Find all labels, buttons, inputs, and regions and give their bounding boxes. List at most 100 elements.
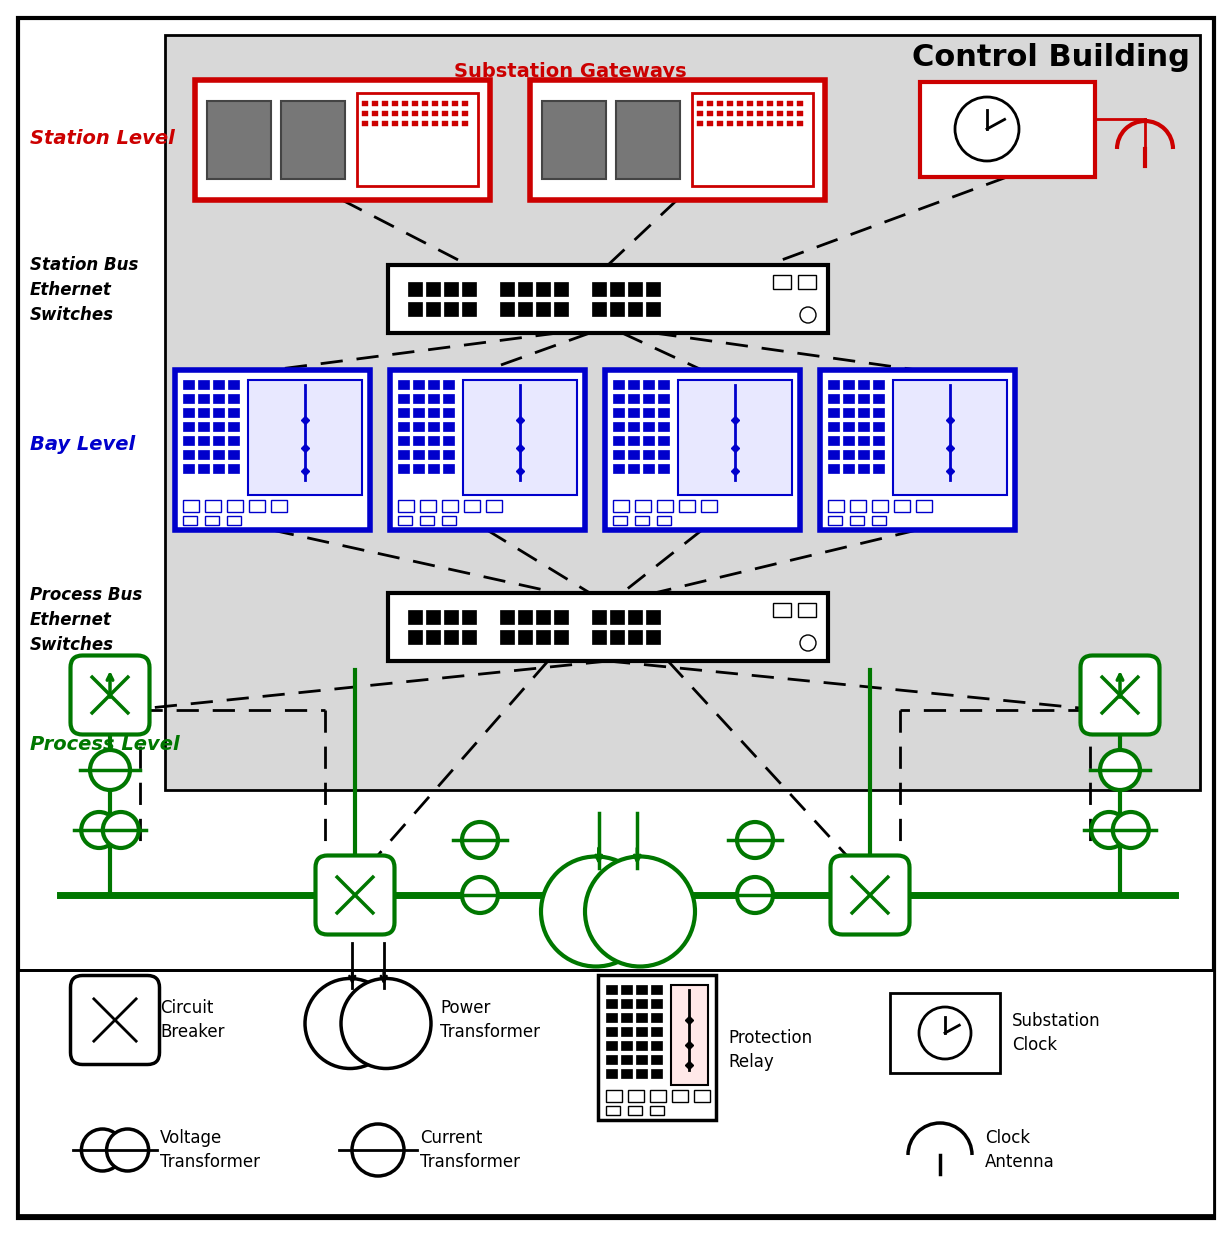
Bar — [873, 408, 885, 417]
Bar — [756, 101, 763, 106]
Bar — [554, 302, 568, 316]
Bar — [657, 515, 671, 525]
Circle shape — [1092, 812, 1127, 848]
Bar — [444, 464, 455, 473]
Bar — [828, 379, 839, 389]
Bar — [857, 436, 869, 445]
Bar — [213, 436, 224, 445]
Bar — [890, 993, 1000, 1073]
Bar — [857, 450, 869, 459]
Bar — [707, 121, 713, 126]
Bar — [402, 121, 408, 126]
Bar — [628, 408, 639, 417]
Bar — [857, 408, 869, 417]
Bar — [658, 394, 669, 403]
Bar — [517, 282, 532, 295]
Bar — [442, 111, 448, 116]
Circle shape — [102, 812, 139, 848]
Bar — [643, 421, 654, 431]
Circle shape — [352, 1124, 404, 1175]
Bar — [787, 101, 793, 106]
Bar — [205, 515, 219, 525]
Bar — [428, 436, 439, 445]
Bar — [388, 265, 828, 332]
Bar — [228, 379, 239, 389]
Bar — [392, 111, 398, 116]
Text: Voltage
Transformer: Voltage Transformer — [160, 1130, 260, 1170]
Bar — [408, 611, 423, 624]
Bar — [442, 101, 448, 106]
FancyBboxPatch shape — [70, 975, 159, 1064]
Bar — [388, 593, 828, 661]
Bar — [756, 121, 763, 126]
Bar — [428, 394, 439, 403]
Bar — [598, 975, 716, 1120]
Bar — [606, 1056, 617, 1064]
Bar — [426, 611, 440, 624]
Circle shape — [737, 822, 772, 858]
Bar — [198, 421, 209, 431]
Bar — [636, 1014, 647, 1022]
Bar — [593, 611, 606, 624]
Bar — [894, 501, 910, 512]
Bar — [413, 436, 424, 445]
Bar — [464, 501, 480, 512]
Bar — [362, 121, 368, 126]
Bar — [873, 421, 885, 431]
Bar — [636, 999, 647, 1009]
Bar — [444, 611, 458, 624]
Bar — [636, 1056, 647, 1064]
Bar — [228, 464, 239, 473]
Bar — [432, 101, 439, 106]
Bar — [452, 111, 458, 116]
Bar — [843, 421, 854, 431]
Bar — [777, 101, 784, 106]
Circle shape — [800, 635, 816, 651]
Bar — [621, 1014, 632, 1022]
Bar — [873, 450, 885, 459]
Bar — [843, 408, 854, 417]
Bar — [213, 450, 224, 459]
Bar — [707, 111, 713, 116]
Bar — [610, 282, 623, 295]
Bar — [462, 282, 476, 295]
FancyBboxPatch shape — [315, 855, 394, 934]
Bar — [444, 408, 455, 417]
Bar — [195, 80, 490, 200]
Bar — [828, 515, 841, 525]
Circle shape — [81, 812, 117, 848]
Bar — [184, 379, 193, 389]
Text: Protection
Relay: Protection Relay — [728, 1030, 812, 1070]
Bar — [281, 101, 345, 179]
Bar — [205, 501, 221, 512]
Bar — [798, 274, 816, 289]
Bar — [621, 1027, 632, 1036]
Circle shape — [737, 878, 772, 913]
Bar — [213, 421, 224, 431]
Bar — [797, 101, 803, 106]
Bar — [227, 515, 241, 525]
Circle shape — [541, 857, 650, 967]
Bar — [444, 421, 455, 431]
Bar — [411, 121, 418, 126]
Bar — [426, 282, 440, 295]
Bar — [593, 302, 606, 316]
Text: Control Building: Control Building — [912, 43, 1190, 72]
Bar — [797, 111, 803, 116]
Bar — [697, 121, 703, 126]
Bar — [828, 464, 839, 473]
Bar — [628, 1106, 642, 1115]
Bar — [398, 450, 409, 459]
Bar — [747, 111, 753, 116]
Bar — [646, 302, 660, 316]
Bar — [184, 408, 193, 417]
Bar — [621, 1041, 632, 1051]
Bar — [444, 302, 458, 316]
Bar — [628, 611, 642, 624]
Bar — [18, 970, 1214, 1215]
Bar — [646, 282, 660, 295]
Bar — [843, 394, 854, 403]
Bar — [184, 421, 193, 431]
Bar — [717, 111, 723, 116]
Bar — [442, 515, 456, 525]
